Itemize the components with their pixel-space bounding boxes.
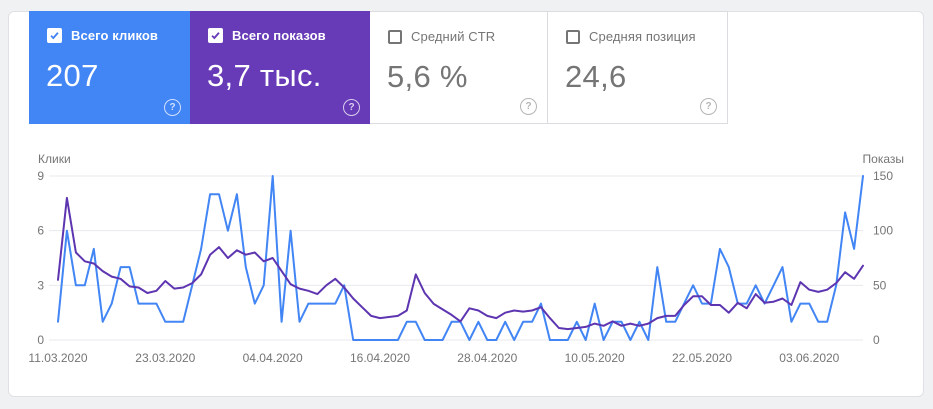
card-label: Всего кликов <box>71 28 159 43</box>
left-axis-title: Клики <box>38 152 71 166</box>
average-ctr-checkbox[interactable] <box>388 29 402 44</box>
checkmark-icon <box>211 32 220 40</box>
performance-line-chart[interactable]: 0 0 3 50 6 100 9 150 11.03.2020 23.03.2020 04.04.2… <box>9 152 925 382</box>
card-label: Средний CTR <box>411 29 496 44</box>
right-axis-tick: 100 <box>873 224 893 238</box>
card-header: Средняя позиция <box>566 29 696 44</box>
x-axis-date-label: 03.06.2020 <box>779 351 839 365</box>
x-axis-date-label: 23.03.2020 <box>135 351 195 365</box>
card-label: Всего показов <box>232 28 326 43</box>
x-axis-date-label: 10.05.2020 <box>565 351 625 365</box>
x-axis-date-label: 22.05.2020 <box>672 351 732 365</box>
right-axis-tick: 0 <box>873 333 880 347</box>
left-axis-tick: 0 <box>37 333 44 347</box>
x-axis-date-label: 11.03.2020 <box>28 351 87 365</box>
x-axis-date-label: 28.04.2020 <box>457 351 517 365</box>
total-clicks-checkbox[interactable] <box>47 28 62 43</box>
card-header: Средний CTR <box>388 29 495 44</box>
card-label: Средняя позиция <box>589 29 696 44</box>
metric-cards: Всего кликов 207 ? Всего показов 3,7 тыс… <box>29 11 728 124</box>
card-average-ctr[interactable]: Средний CTR 5,6 % ? <box>369 11 548 124</box>
left-axis-tick: 6 <box>37 224 44 238</box>
help-icon[interactable]: ? <box>700 98 717 115</box>
total-impressions-checkbox[interactable] <box>208 28 223 43</box>
card-total-impressions[interactable]: Всего показов 3,7 тыс. ? <box>190 11 370 124</box>
card-header: Всего кликов <box>47 28 158 43</box>
help-icon[interactable]: ? <box>520 98 537 115</box>
left-axis-tick: 3 <box>37 278 44 292</box>
average-ctr-value: 5,6 % <box>387 59 468 94</box>
total-impressions-value: 3,7 тыс. <box>207 58 322 93</box>
right-axis-title: Показы <box>862 152 904 166</box>
left-axis-tick: 9 <box>37 169 44 183</box>
help-icon[interactable]: ? <box>343 99 360 116</box>
performance-report-panel: Всего кликов 207 ? Всего показов 3,7 тыс… <box>8 11 924 397</box>
total-clicks-value: 207 <box>46 58 99 93</box>
checkmark-icon <box>50 32 59 40</box>
right-axis-tick: 50 <box>873 278 887 292</box>
card-average-position[interactable]: Средняя позиция 24,6 ? <box>547 11 728 124</box>
x-axis-date-label: 04.04.2020 <box>243 351 303 365</box>
right-axis-tick: 150 <box>873 169 893 183</box>
x-axis-date-label: 16.04.2020 <box>350 351 410 365</box>
card-header: Всего показов <box>208 28 326 43</box>
card-total-clicks[interactable]: Всего кликов 207 ? <box>29 11 191 124</box>
average-position-value: 24,6 <box>565 59 627 94</box>
impressions-line <box>57 196 864 331</box>
average-position-checkbox[interactable] <box>566 29 580 44</box>
clicks-line <box>57 175 864 341</box>
help-icon[interactable]: ? <box>164 99 181 116</box>
